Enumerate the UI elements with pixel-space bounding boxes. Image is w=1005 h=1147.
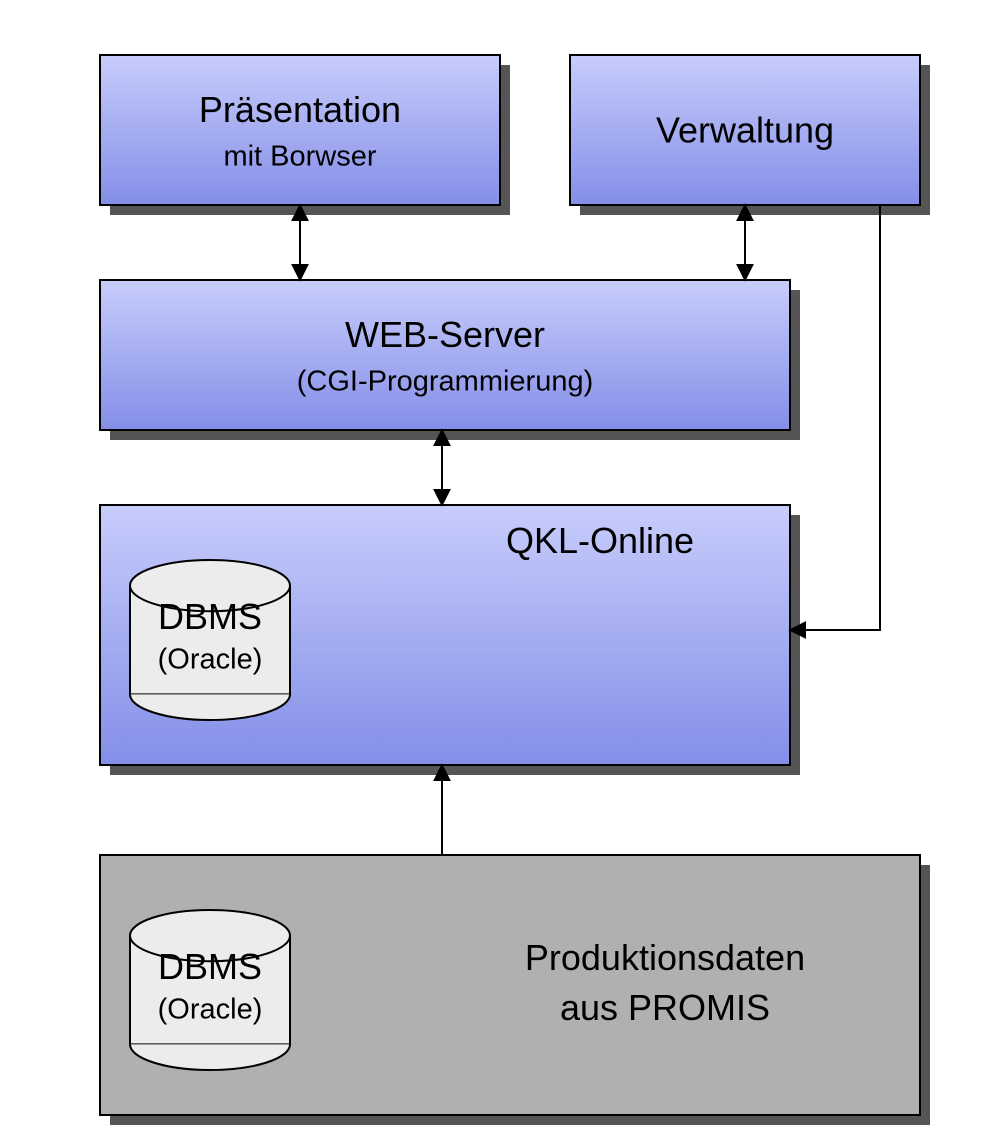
praesentation-box	[100, 55, 500, 205]
verwaltung-title: Verwaltung	[656, 110, 834, 151]
webserver-box	[100, 280, 790, 430]
qklonline-title: QKL-Online	[506, 520, 694, 561]
dbms2-label1: DBMS	[158, 946, 262, 987]
webserver-title: WEB-Server	[345, 314, 545, 355]
webserver-subtitle: (CGI-Programmierung)	[297, 366, 594, 398]
dbms1-label1: DBMS	[158, 596, 262, 637]
praesentation-title: Präsentation	[199, 89, 401, 130]
promis-subtitle: aus PROMIS	[560, 987, 770, 1028]
dbms2-label2: (Oracle)	[158, 993, 263, 1025]
dbms1-label2: (Oracle)	[158, 643, 263, 675]
praesentation-subtitle: mit Borwser	[223, 141, 376, 173]
promis-title: Produktionsdaten	[525, 937, 805, 978]
architecture-diagram: DBMS (Oracle) DBMS (Oracle) Präsentation mit …	[0, 0, 1005, 1147]
